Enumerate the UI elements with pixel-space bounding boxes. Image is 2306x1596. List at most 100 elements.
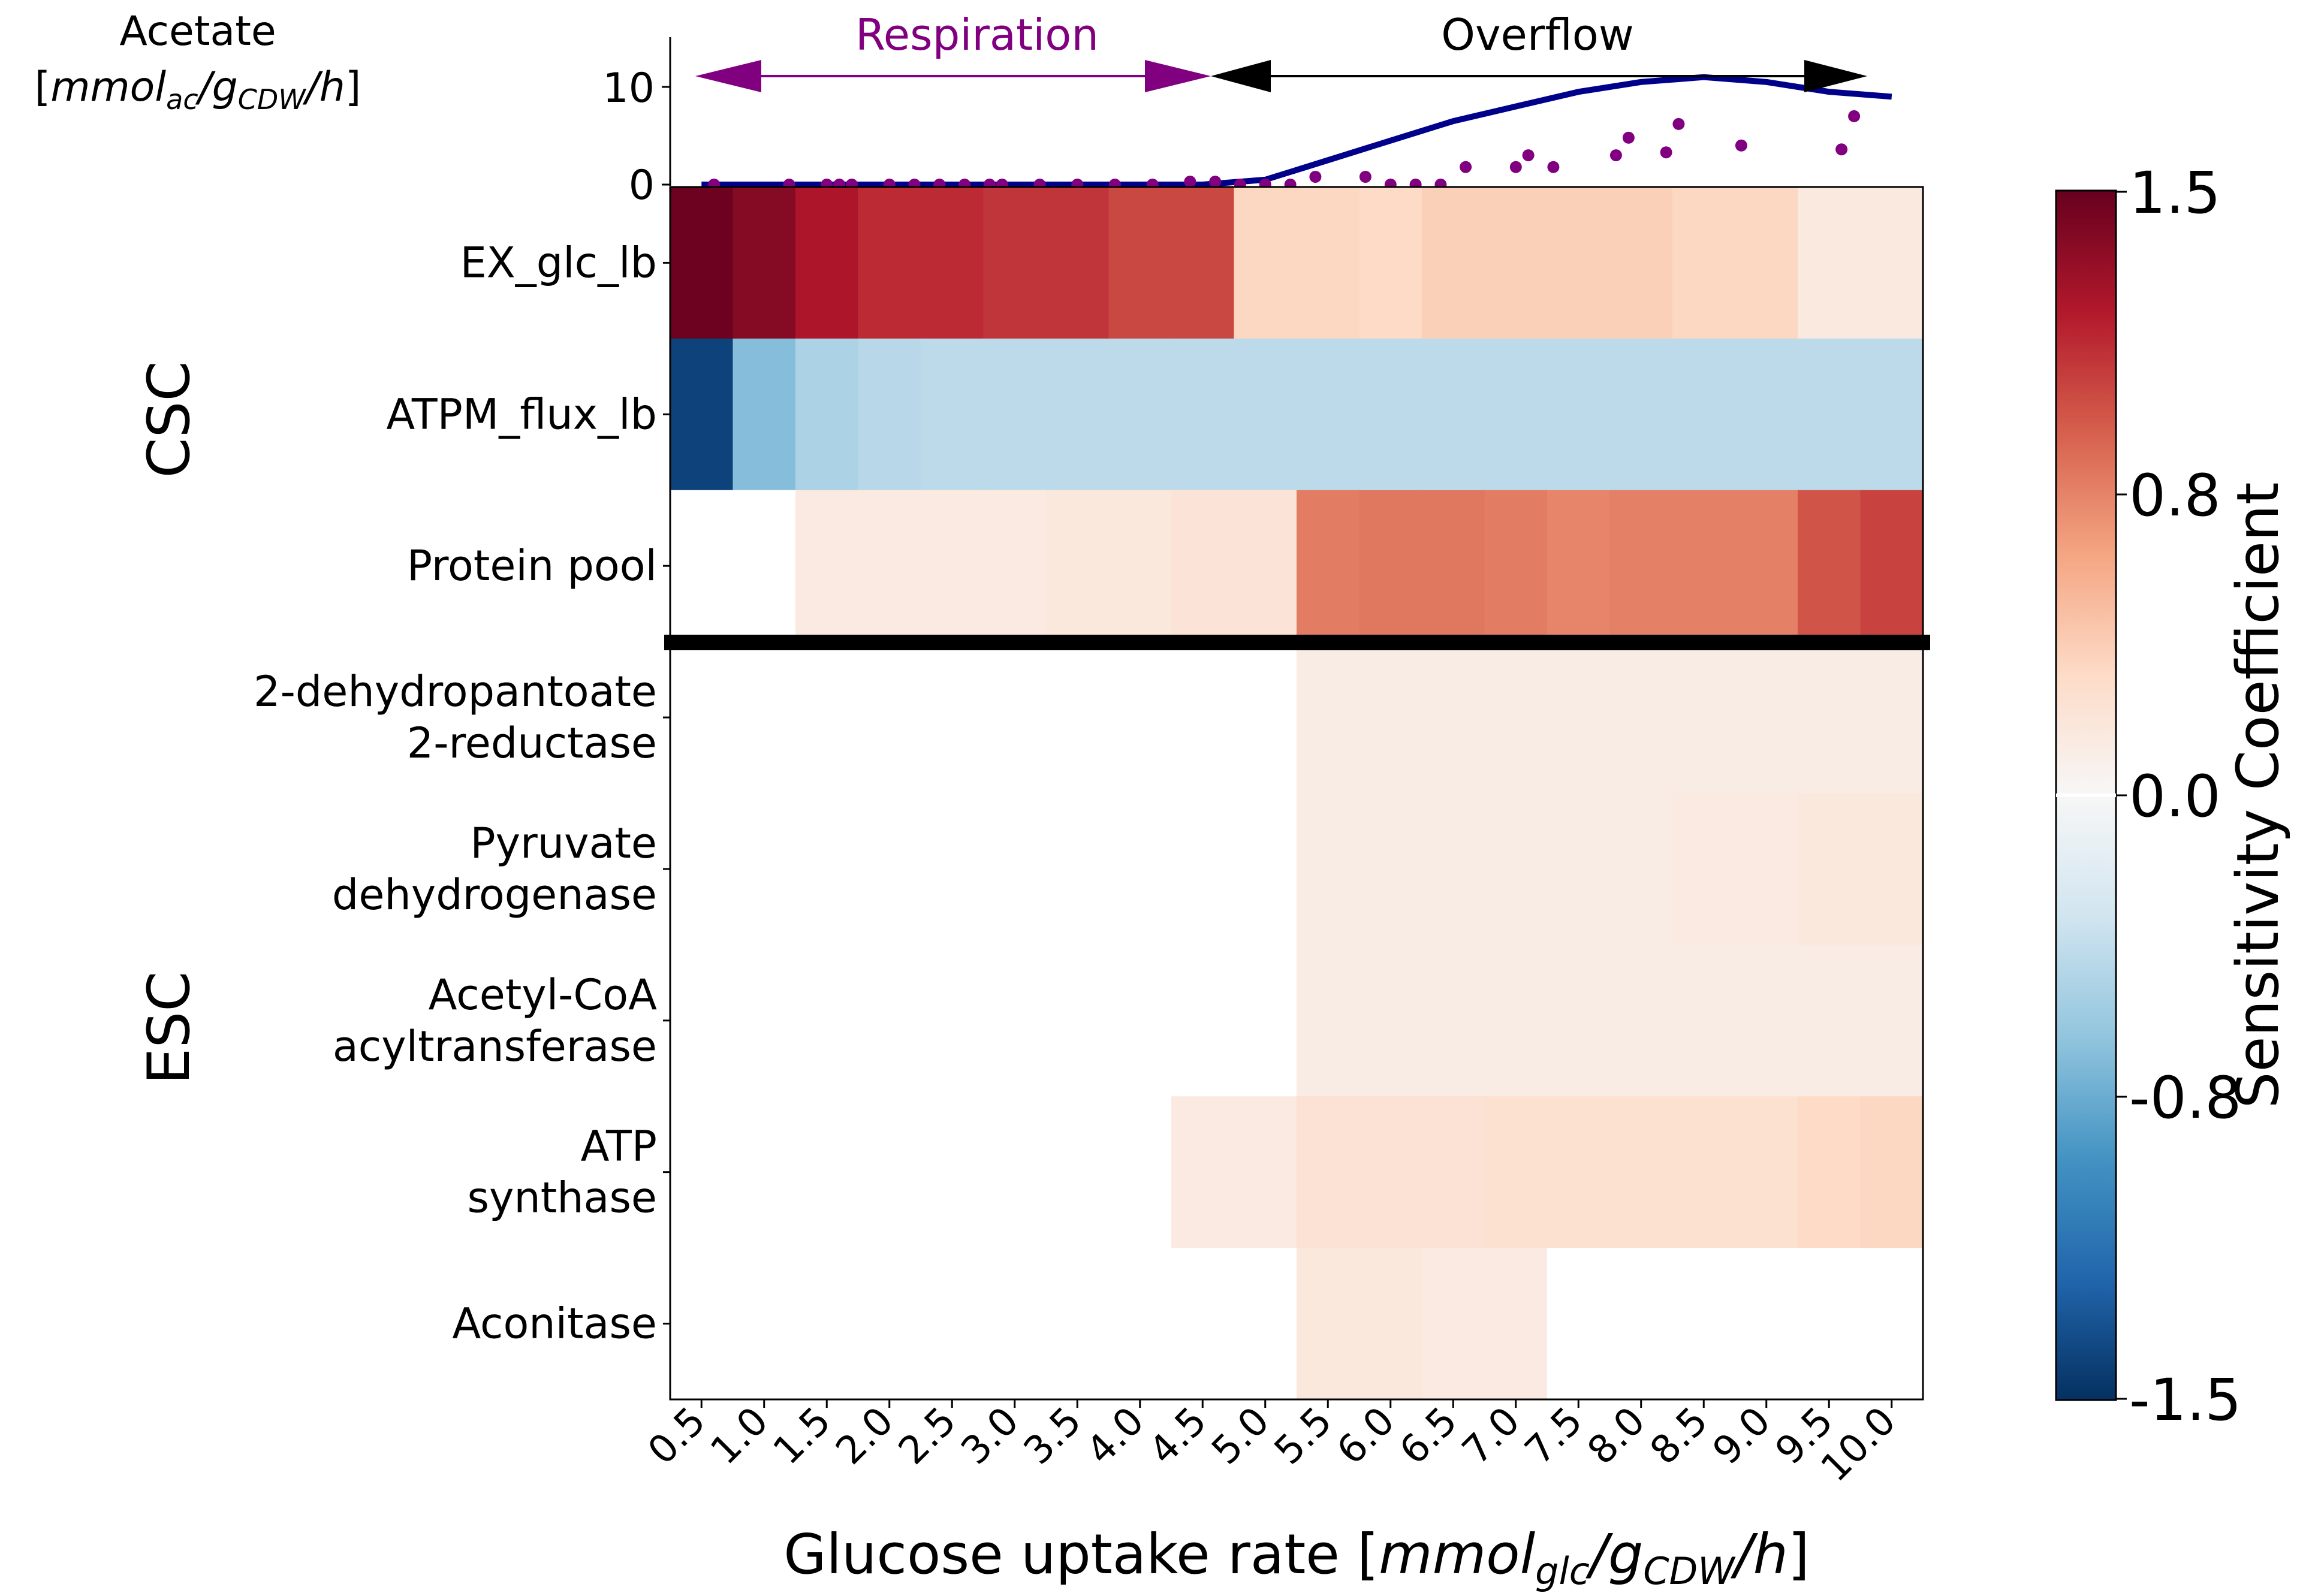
- heatmap-cell: [1547, 1096, 1611, 1248]
- acetate-ylabel-sub2: CDW: [238, 83, 307, 116]
- heatmap-cell: [1171, 187, 1235, 339]
- heatmap-cell: [1484, 1096, 1548, 1248]
- heatmap-cell: [1046, 187, 1110, 339]
- heatmap-cell: [858, 490, 921, 642]
- row-label: ATPM_flux_lb: [386, 390, 657, 439]
- acetate-data-point: [1735, 139, 1747, 152]
- heatmap-cell: [1798, 793, 1861, 945]
- heatmap-cell: [1484, 187, 1548, 339]
- heatmap-cell: [1672, 641, 1736, 794]
- overflow-arrow-right-head: [1804, 60, 1867, 92]
- heatmap-cell: [983, 945, 1047, 1097]
- heatmap-cell: [1422, 641, 1485, 794]
- heatmap-cell: [1484, 1248, 1548, 1400]
- acetate-data-point: [1622, 131, 1635, 144]
- heatmap-cell: [1359, 641, 1422, 794]
- x-axis-label-sym3: h: [1753, 1522, 1788, 1586]
- heatmap-cell: [1798, 490, 1861, 642]
- heatmap-cell: [1798, 945, 1861, 1097]
- heatmap-cell: [670, 187, 734, 339]
- heatmap-cell: [795, 490, 859, 642]
- heatmap-cell: [1171, 793, 1235, 945]
- heatmap-cell: [858, 1248, 921, 1400]
- heatmap-cell: [1860, 1248, 1924, 1400]
- heatmap-cell: [733, 490, 796, 642]
- heatmap-cells: [670, 187, 1924, 1400]
- heatmap-cell: [670, 793, 734, 945]
- colorbar-tick-label-1: 1.5: [2129, 159, 2221, 227]
- respiration-arrow-right-head: [1145, 60, 1211, 92]
- heatmap-cell: [1422, 187, 1485, 339]
- x-tick-label: 8.0: [1579, 1399, 1654, 1473]
- heatmap-cell: [1860, 945, 1924, 1097]
- x-tick-label: 5.5: [1266, 1399, 1340, 1473]
- heatmap-cell: [1108, 793, 1172, 945]
- heatmap-cell: [921, 945, 984, 1097]
- acetate-marks: [701, 74, 1892, 191]
- heatmap-cell: [1672, 187, 1736, 339]
- acetate-data-point: [1209, 176, 1222, 188]
- heatmap-cell: [1484, 338, 1548, 491]
- acetate-ylabel-line2: [mmolac/gCDW/h]: [35, 64, 361, 116]
- heatmap-cell: [1234, 641, 1297, 794]
- acetate-ytick-label-0: 0: [629, 162, 655, 209]
- heatmap-cell: [1359, 1248, 1422, 1400]
- heatmap-cell: [1672, 338, 1736, 491]
- heatmap-cell: [983, 338, 1047, 491]
- heatmap-cell: [1547, 187, 1611, 339]
- heatmap-cell: [1046, 641, 1110, 794]
- heatmap-cell: [1297, 945, 1360, 1097]
- heatmap-cell: [1297, 490, 1360, 642]
- x-tick-label: 7.5: [1517, 1399, 1591, 1473]
- heatmap-cell: [1735, 945, 1798, 1097]
- x-tick-label: 8.5: [1642, 1399, 1716, 1473]
- x-tick-label: 3.0: [953, 1399, 1027, 1473]
- heatmap-cell: [1547, 793, 1611, 945]
- heatmap-cell: [1672, 793, 1736, 945]
- heatmap-cell: [1860, 1096, 1924, 1248]
- heatmap-cell: [1484, 490, 1548, 642]
- x-tick-label: 1.0: [703, 1399, 777, 1473]
- heatmap-cell: [1484, 793, 1548, 945]
- heatmap-cell: [921, 793, 984, 945]
- acetate-data-point: [1547, 161, 1560, 173]
- heatmap-cell: [1609, 945, 1673, 1097]
- respiration-label: Respiration: [855, 10, 1099, 60]
- heatmap-cell: [1108, 187, 1172, 339]
- heatmap-cell: [795, 187, 859, 339]
- heatmap-cell: [733, 1248, 796, 1400]
- x-axis-label-sub1: glc: [1535, 1549, 1590, 1593]
- heatmap-cell: [983, 187, 1047, 339]
- heatmap-cell: [1798, 641, 1861, 794]
- heatmap-cell: [1046, 490, 1110, 642]
- heatmap-cell: [1609, 793, 1673, 945]
- x-tick-label: 4.0: [1078, 1399, 1153, 1473]
- heatmap-cell: [1171, 338, 1235, 491]
- heatmap-cell: [1234, 338, 1297, 491]
- heatmap-cell: [1609, 641, 1673, 794]
- heatmap-cell: [1798, 338, 1861, 491]
- heatmap-cell: [1422, 1248, 1485, 1400]
- row-label: synthase: [467, 1173, 657, 1223]
- heatmap-cell: [795, 338, 859, 491]
- heatmap-cell: [1234, 1248, 1297, 1400]
- heatmap-cell: [1798, 187, 1861, 339]
- heatmap-cell: [1359, 187, 1422, 339]
- heatmap-cell: [1359, 945, 1422, 1097]
- x-tick-label: 1.5: [765, 1399, 839, 1473]
- row-label: EX_glc_lb: [460, 238, 657, 287]
- heatmap-cell: [795, 793, 859, 945]
- heatmap-cell: [983, 793, 1047, 945]
- heatmap-cell: [795, 1096, 859, 1248]
- heatmap-cell: [1108, 641, 1172, 794]
- acetate-data-point: [1460, 161, 1472, 173]
- heatmap-cell: [1422, 945, 1485, 1097]
- heatmap-cell: [858, 641, 921, 794]
- heatmap-cell: [1547, 641, 1611, 794]
- heatmap-cell: [921, 490, 984, 642]
- heatmap-cell: [1234, 490, 1297, 642]
- acetate-ylabel-line1: Acetate: [119, 8, 276, 55]
- acetate-data-point: [1522, 149, 1535, 162]
- heatmap-cell: [1735, 641, 1798, 794]
